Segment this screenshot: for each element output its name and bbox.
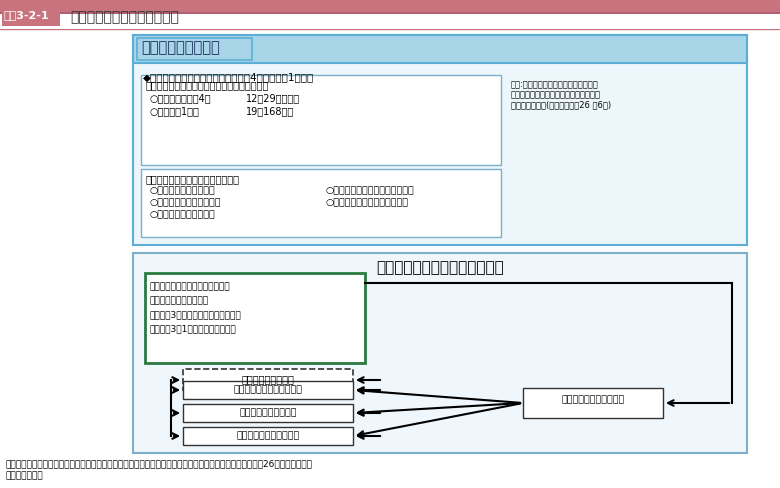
Bar bbox=[183, 369, 353, 391]
Text: ◆　受援計画の策定は、都道府県で約4割、市町で1割強。: ◆ 受援計画の策定は、都道府県で約4割、市町で1割強。 bbox=[143, 72, 314, 82]
Text: 3－1　広域応援システム: 3－1 広域応援システム bbox=[149, 324, 236, 332]
Bar bbox=[183, 404, 353, 422]
Text: ○　神戸市災害受援計画: ○ 神戸市災害受援計画 bbox=[149, 185, 214, 195]
Bar bbox=[0, 0, 780, 30]
Text: ○　男鹿市災害受援計画: ○ 男鹿市災害受援計画 bbox=[149, 209, 214, 219]
Bar bbox=[183, 381, 353, 399]
Text: ○　千葉市災害時受援計画: ○ 千葉市災害時受援計画 bbox=[149, 198, 221, 206]
Text: ○　関西広域応援・受援実施要綱: ○ 関西広域応援・受援実施要綱 bbox=[326, 185, 415, 195]
Text: 19／168市町: 19／168市町 bbox=[246, 106, 294, 116]
Bar bbox=[2, 3, 60, 27]
Text: 個別事案対応マニュアル: 個別事案対応マニュアル bbox=[236, 430, 300, 439]
Bar bbox=[0, 13, 780, 15]
Text: 図表3-2-1: 図表3-2-1 bbox=[4, 10, 50, 20]
Bar bbox=[523, 388, 663, 418]
Text: 第3章広域連携・応急体制計画: 第3章広域連携・応急体制計画 bbox=[149, 309, 241, 318]
Text: 神戸市災害受援計画: 神戸市災害受援計画 bbox=[242, 373, 294, 383]
Text: 12／29都道府県: 12／29都道府県 bbox=[246, 93, 300, 103]
Text: 神戸市災害受援計画の位置づけ: 神戸市災害受援計画の位置づけ bbox=[376, 260, 504, 274]
Text: 出典：総務省「震災対策の推進に関する行政評価・監視－災害応急対策を中心として－勧告（概要）（平成26年６月）」より: 出典：総務省「震災対策の推進に関する行政評価・監視－災害応急対策を中心として－勧… bbox=[5, 458, 312, 467]
Bar bbox=[133, 36, 747, 245]
Bar bbox=[141, 76, 501, 165]
Bar bbox=[0, 0, 780, 30]
Bar bbox=[145, 273, 365, 363]
Text: 【主な地方公共団体の受援計画等】: 【主な地方公共団体の受援計画等】 bbox=[146, 174, 240, 183]
Text: 神戸市地域防災計画　地震対策編: 神戸市地域防災計画 地震対策編 bbox=[149, 282, 229, 290]
Text: ○　岩手県災害時受援応援計画: ○ 岩手県災害時受援応援計画 bbox=[326, 198, 409, 206]
Text: 【地方公共団体における受援計画の策定状況】: 【地方公共団体における受援計画の策定状況】 bbox=[146, 80, 269, 90]
Text: 勧告（概要）」(総務省，平成26 年6月): 勧告（概要）」(総務省，平成26 年6月) bbox=[511, 100, 611, 109]
Text: 受援計画の策定状況: 受援計画の策定状況 bbox=[141, 40, 220, 55]
Text: 応急対応計画: 応急対応計画 bbox=[149, 295, 208, 305]
Text: 内閣府作成: 内閣府作成 bbox=[5, 470, 43, 479]
Text: 神戸市危機管理マニュアル: 神戸市危機管理マニュアル bbox=[233, 384, 303, 393]
Bar bbox=[133, 36, 747, 64]
Bar bbox=[137, 39, 252, 61]
Text: 価・監視〜災害応急対策を中心として〜: 価・監視〜災害応急対策を中心として〜 bbox=[511, 90, 601, 99]
Bar bbox=[133, 253, 747, 453]
Text: 各局室区防災組織計画: 各局室区防災組織計画 bbox=[239, 407, 296, 416]
Text: 受援計画の策定状況について: 受援計画の策定状況について bbox=[70, 10, 179, 24]
Bar bbox=[183, 427, 353, 445]
Text: ○　市町　1割強: ○ 市町 1割強 bbox=[149, 106, 199, 116]
Bar bbox=[0, 15, 780, 30]
Text: 神戸市危機管理基本指針: 神戸市危機管理基本指針 bbox=[562, 394, 625, 403]
Bar bbox=[141, 170, 501, 238]
Text: ○　都道府県　約4割: ○ 都道府県 約4割 bbox=[149, 93, 211, 103]
Bar bbox=[0, 0, 780, 13]
Text: 出典:「震災対策の推進に関する行政評: 出典:「震災対策の推進に関する行政評 bbox=[511, 80, 599, 89]
